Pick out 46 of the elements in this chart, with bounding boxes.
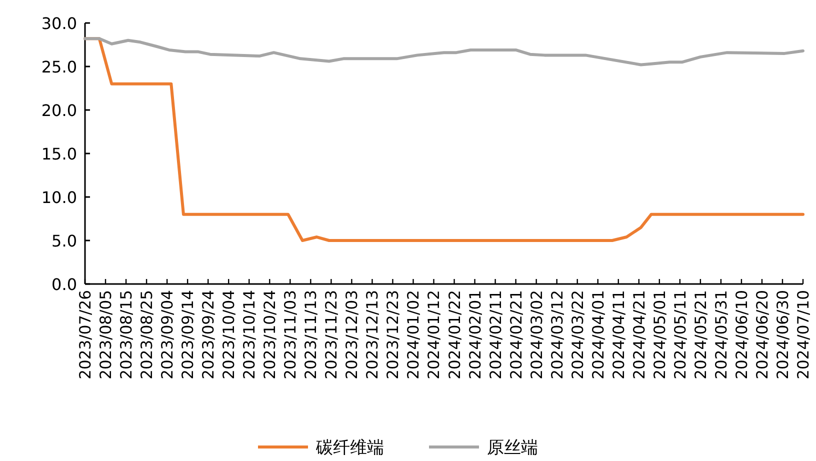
- x-tick-label: 2024/04/11: [610, 290, 628, 380]
- y-tick-label: 25.0: [41, 58, 77, 76]
- y-tick-label: 0.0: [52, 275, 77, 294]
- x-tick-label: 2024/03/02: [528, 290, 546, 380]
- x-tick-label: 2023/12/13: [364, 290, 382, 380]
- x-tick-label: 2023/10/24: [261, 290, 280, 380]
- x-tick-label: 2024/03/22: [568, 290, 587, 380]
- y-tick-label: 30.0: [41, 14, 77, 33]
- x-tick-label: 2024/01/12: [425, 290, 444, 380]
- x-tick-label: 2024/07/10: [794, 290, 812, 380]
- x-tick-label: 2024/06/10: [732, 290, 751, 380]
- x-tick-label: 2023/08/05: [97, 290, 116, 380]
- y-tick-label: 15.0: [41, 144, 77, 164]
- x-tick-label: 2023/12/03: [343, 290, 362, 380]
- x-tick-label: 2024/02/21: [507, 290, 526, 380]
- x-tick-label: 2024/05/21: [692, 290, 710, 380]
- x-tick-label: 2024/01/02: [404, 290, 423, 380]
- x-tick-label: 2024/05/01: [650, 290, 669, 380]
- x-tick-label: 2023/11/03: [282, 290, 300, 380]
- x-tick-label: 2023/09/14: [179, 290, 198, 380]
- y-tick-label: 5.0: [52, 232, 77, 250]
- line-series: [84, 37, 804, 66]
- x-tick-label: 2023/11/23: [322, 290, 341, 380]
- y-tick-label: 20.0: [41, 101, 77, 120]
- x-tick-label: 2024/06/20: [753, 290, 772, 380]
- y-tick-label: 10.0: [41, 188, 77, 207]
- x-tick-label: 2024/03/12: [548, 290, 566, 380]
- x-tick-label: 2024/05/31: [712, 290, 730, 380]
- x-tick-label: 2024/04/21: [630, 290, 648, 380]
- x-tick-label: 2024/02/01: [466, 290, 484, 380]
- x-tick-label: 2023/07/26: [76, 290, 94, 380]
- x-tick-label: 2023/08/15: [118, 290, 136, 380]
- x-tick-label: 2024/04/01: [589, 290, 608, 380]
- x-tick-label: 2023/10/14: [240, 290, 259, 380]
- x-tick-label: 2023/09/04: [158, 290, 177, 380]
- legend-label: 原丝端: [487, 438, 538, 458]
- x-tick-label: 2023/10/04: [220, 290, 238, 380]
- x-tick-label: 2024/01/22: [446, 290, 464, 380]
- x-tick-label: 2023/08/25: [138, 290, 156, 380]
- x-tick-label: 2023/09/24: [200, 290, 218, 380]
- x-tick-label: 2023/12/23: [384, 290, 402, 380]
- legend-label: 碳纤维端: [315, 438, 384, 458]
- x-tick-label: 2024/06/30: [774, 290, 792, 380]
- x-tick-label: 2024/05/11: [671, 290, 690, 380]
- x-tick-label: 2024/02/11: [486, 290, 505, 380]
- x-tick-label: 2023/11/13: [302, 290, 320, 380]
